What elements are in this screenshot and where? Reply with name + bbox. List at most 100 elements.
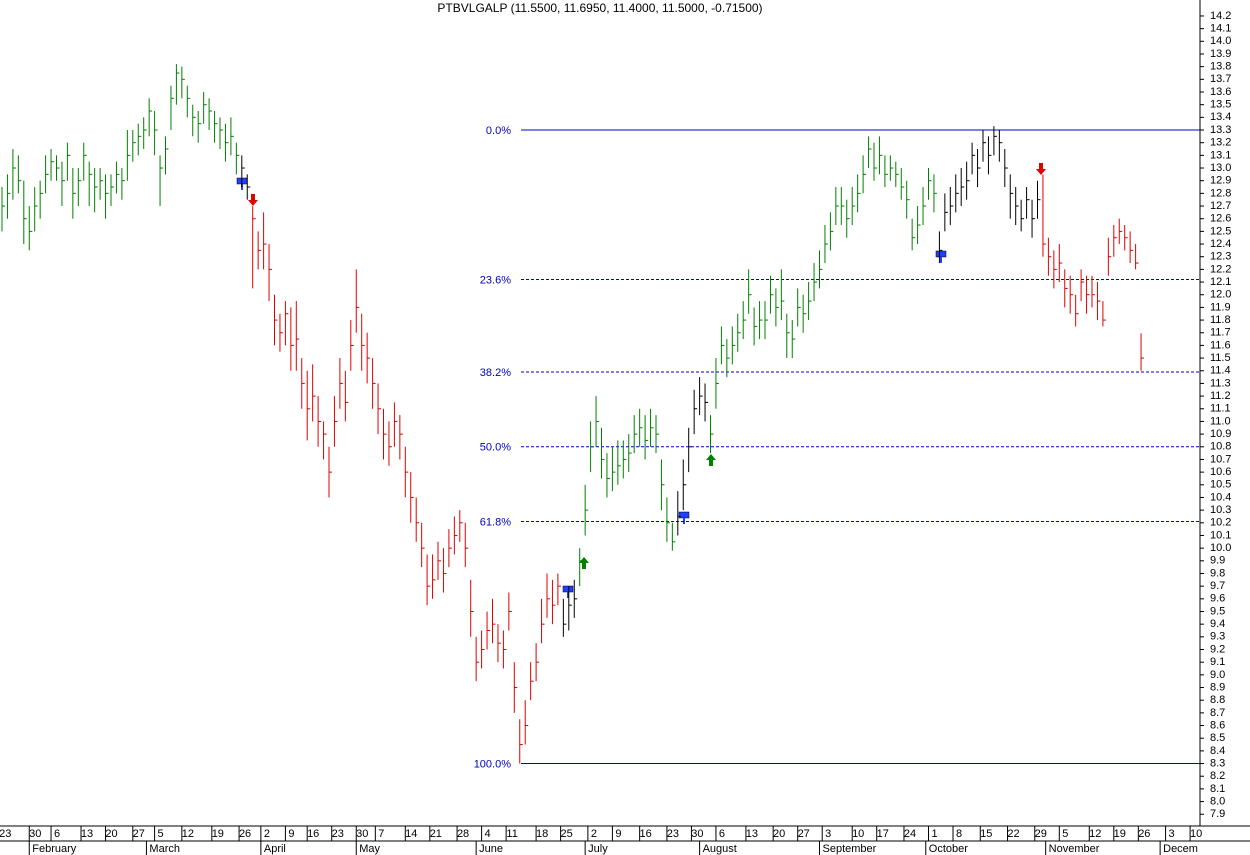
x-tick-label: 19 (1114, 828, 1126, 840)
month-label: February (32, 843, 77, 855)
y-tick-label: 12.2 (1210, 263, 1231, 275)
x-tick-label: 30 (356, 828, 368, 840)
y-tick-label: 9.2 (1210, 643, 1225, 655)
y-tick-label: 10.8 (1210, 441, 1231, 453)
y-tick-label: 12.9 (1210, 175, 1231, 187)
x-tick-label: 16 (640, 828, 652, 840)
flag-signal (678, 511, 690, 524)
month-label: June (479, 843, 503, 855)
y-tick-label: 8.1 (1210, 783, 1225, 795)
fib-label: 23.6% (480, 274, 511, 286)
x-tick-label: 23 (0, 828, 11, 840)
y-tick-label: 9.1 (1210, 656, 1225, 668)
y-tick-label: 11.8 (1210, 314, 1231, 326)
y-tick-label: 12.3 (1210, 251, 1231, 263)
flag-signal (562, 585, 574, 598)
y-tick-label: 12.1 (1210, 276, 1231, 288)
x-tick-label: 26 (239, 828, 251, 840)
x-tick-label: 27 (133, 828, 145, 840)
y-tick-label: 12.0 (1210, 289, 1231, 301)
month-label: April (264, 843, 286, 855)
flag-signal (935, 250, 947, 263)
month-label: November (1049, 843, 1100, 855)
y-tick-label: 9.6 (1210, 593, 1225, 605)
y-tick-label: 8.4 (1210, 745, 1225, 757)
y-tick-label: 10.4 (1210, 491, 1231, 503)
y-tick-label: 13.4 (1210, 111, 1231, 123)
y-tick-label: 11.7 (1210, 327, 1231, 339)
y-tick-label: 8.5 (1210, 732, 1225, 744)
y-tick-label: 13.3 (1210, 124, 1231, 136)
x-tick-label: 10 (1190, 828, 1202, 840)
buy-arrow (706, 454, 716, 466)
y-tick-label: 10.5 (1210, 479, 1231, 491)
month-label: October (929, 843, 968, 855)
x-tick-label: 7 (378, 828, 384, 840)
month-label: September (823, 843, 877, 855)
x-tick-label: 23 (332, 828, 344, 840)
x-tick-label: 6 (719, 828, 725, 840)
y-tick-label: 9.8 (1210, 567, 1225, 579)
x-tick-label: 30 (29, 828, 41, 840)
x-tick-label: 20 (773, 828, 785, 840)
y-tick-label: 9.5 (1210, 605, 1225, 617)
x-tick-label: 22 (1007, 828, 1019, 840)
x-tick-label: 10 (852, 828, 864, 840)
x-tick-label: 9 (288, 828, 294, 840)
y-tick-label: 9.7 (1210, 580, 1225, 592)
y-tick-label: 9.0 (1210, 669, 1225, 681)
x-tick-label: 2 (591, 828, 597, 840)
y-tick-label: 11.5 (1210, 352, 1231, 364)
y-tick-label: 10.9 (1210, 428, 1231, 440)
y-tick-label: 14.0 (1210, 35, 1231, 47)
x-tick-label: 5 (158, 828, 164, 840)
x-tick-label: 13 (746, 828, 758, 840)
y-tick-label: 13.2 (1210, 137, 1231, 149)
y-tick-label: 10.0 (1210, 542, 1231, 554)
y-tick-label: 12.5 (1210, 225, 1231, 237)
y-tick-label: 13.6 (1210, 86, 1231, 98)
y-tick-label: 9.4 (1210, 618, 1225, 630)
buy-arrow (579, 557, 589, 569)
y-tick-label: 10.6 (1210, 466, 1231, 478)
x-tick-label: 29 (1035, 828, 1047, 840)
sell-arrow (248, 194, 258, 206)
fib-label: 50.0% (480, 442, 511, 454)
x-tick-label: 25 (561, 828, 573, 840)
chart-title: PTBVLGALP (11.5500, 11.6950, 11.4000, 11… (437, 1, 762, 15)
y-tick-label: 8.3 (1210, 757, 1225, 769)
x-tick-label: 14 (405, 828, 417, 840)
y-tick-label: 8.0 (1210, 795, 1225, 807)
month-label: August (703, 843, 737, 855)
y-tick-label: 10.3 (1210, 504, 1231, 516)
x-tick-label: 4 (485, 828, 491, 840)
y-tick-label: 9.9 (1210, 555, 1225, 567)
x-tick-label: 23 (667, 828, 679, 840)
x-tick-label: 16 (307, 828, 319, 840)
x-tick-label: 9 (615, 828, 621, 840)
y-tick-label: 8.6 (1210, 719, 1225, 731)
x-tick-label: 17 (877, 828, 889, 840)
y-tick-label: 10.2 (1210, 517, 1231, 529)
y-tick-label: 9.3 (1210, 631, 1225, 643)
x-tick-label: 12 (182, 828, 194, 840)
x-tick-label: 21 (430, 828, 442, 840)
x-tick-label: 3 (1169, 828, 1175, 840)
x-tick-label: 5 (1062, 828, 1068, 840)
y-tick-label: 13.8 (1210, 61, 1231, 73)
month-label: July (588, 843, 608, 855)
y-tick-label: 13.5 (1210, 99, 1231, 111)
x-tick-label: 2 (264, 828, 270, 840)
y-tick-label: 11.1 (1210, 403, 1231, 415)
y-tick-label: 8.8 (1210, 694, 1225, 706)
x-tick-label: 8 (956, 828, 962, 840)
y-tick-label: 14.2 (1210, 10, 1231, 22)
x-tick-label: 18 (536, 828, 548, 840)
x-tick-label: 24 (904, 828, 916, 840)
y-tick-label: 13.7 (1210, 73, 1231, 85)
month-label: May (359, 843, 380, 855)
month-label: March (149, 843, 180, 855)
fib-label: 38.2% (480, 367, 511, 379)
